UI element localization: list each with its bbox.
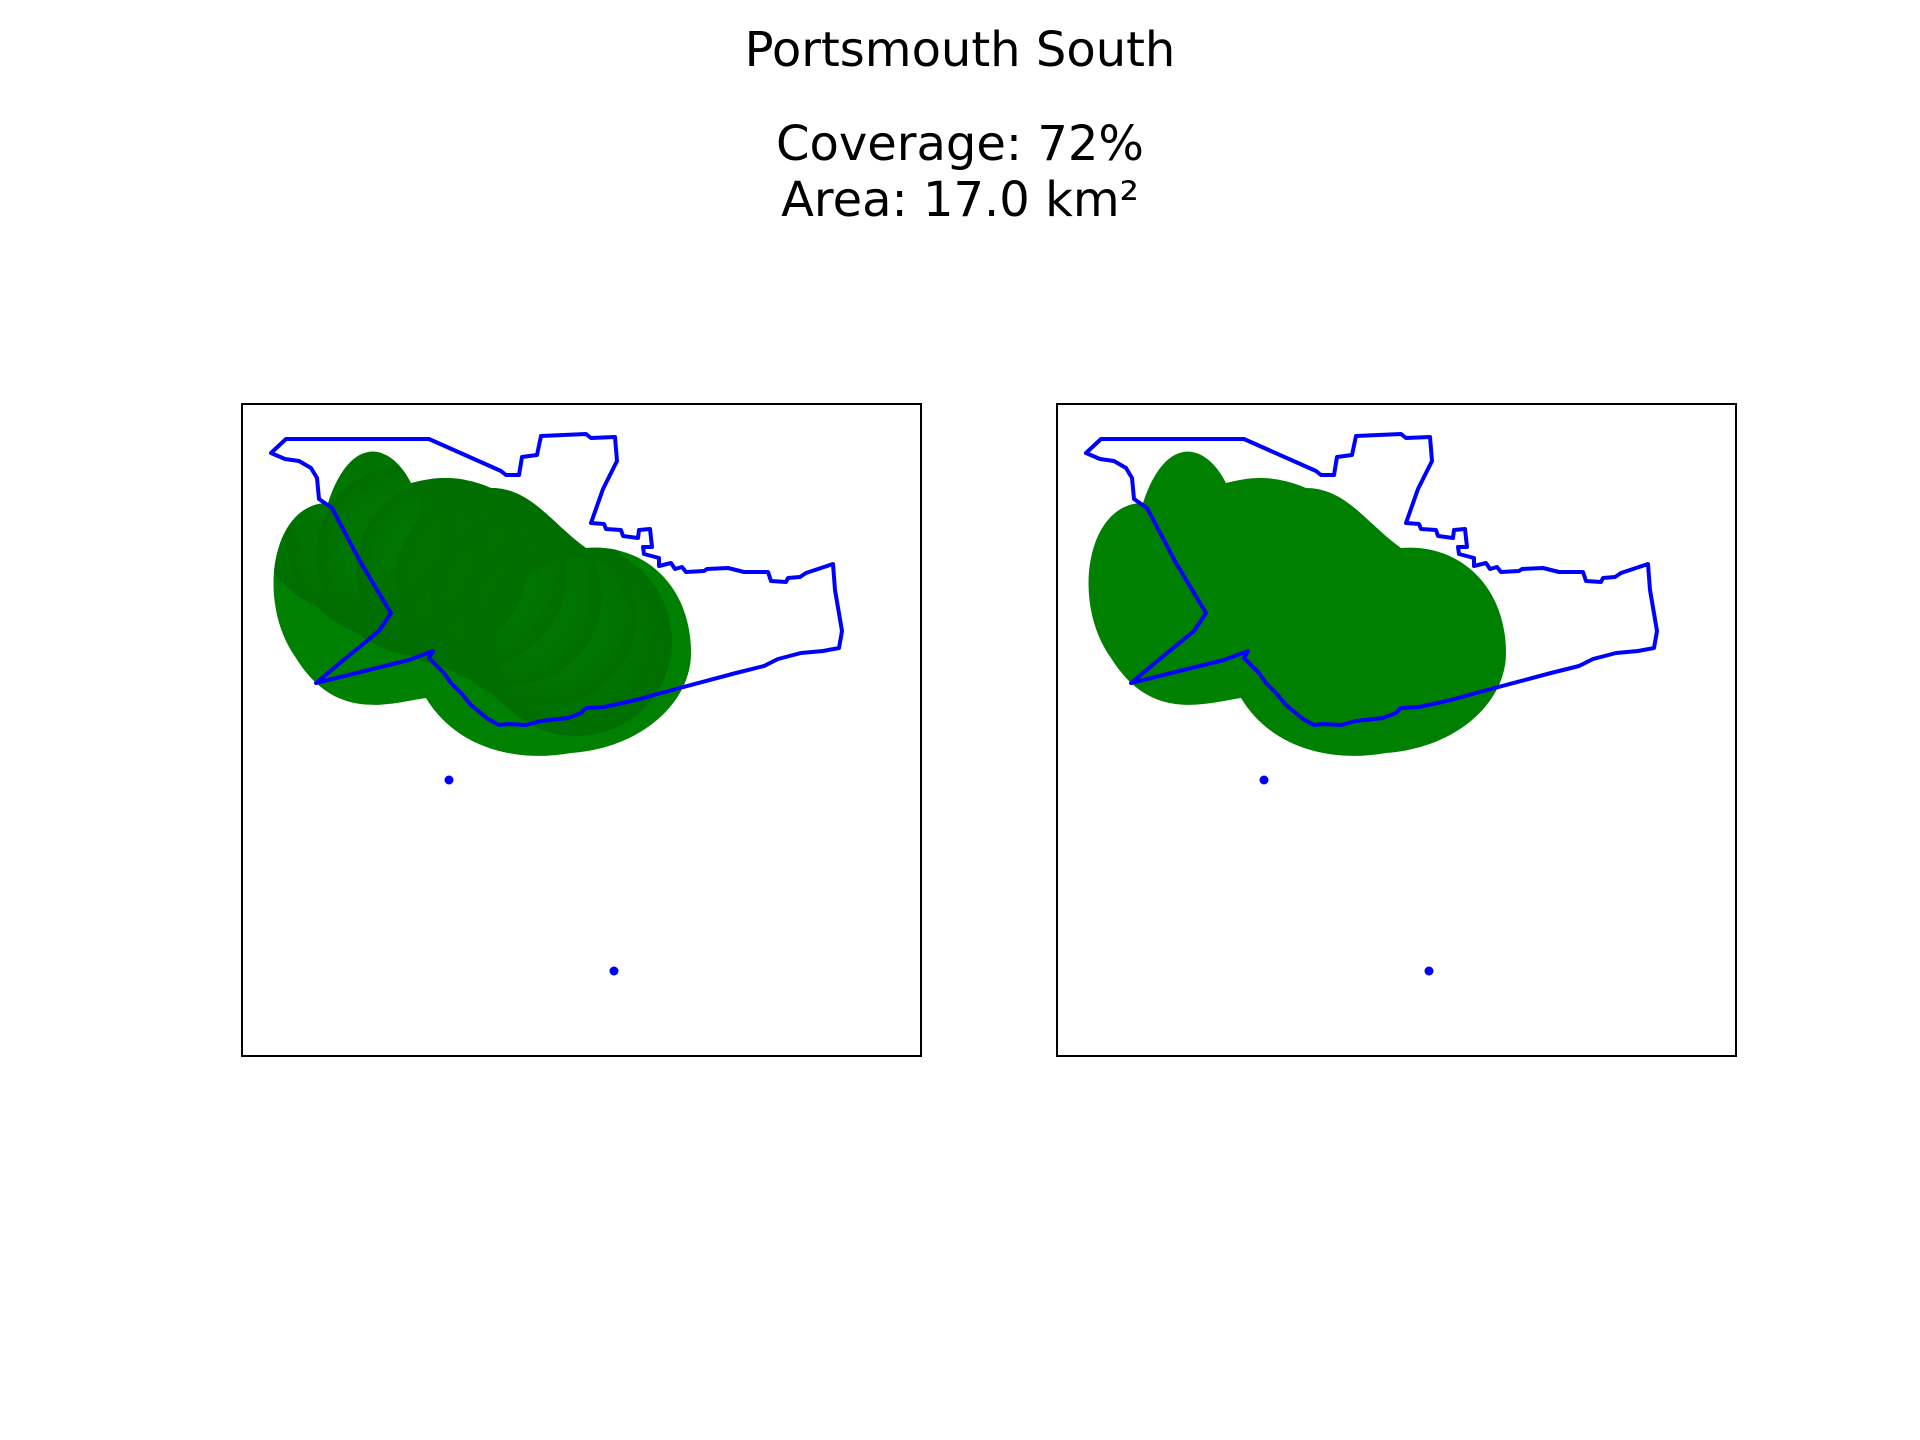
boundary-point <box>609 966 618 975</box>
map-panel-left <box>241 403 922 1057</box>
coverage-circle <box>494 556 667 729</box>
coverage-circle <box>491 554 668 731</box>
map-panel-right <box>1056 403 1737 1057</box>
map-left-svg <box>268 431 844 975</box>
coverage-circle <box>493 555 667 729</box>
map-title: Portsmouth South <box>744 22 1176 78</box>
map-right-svg <box>1083 431 1659 975</box>
coverage-circle <box>489 552 669 732</box>
boundary-point <box>1424 966 1433 975</box>
boundary-point <box>444 775 453 784</box>
constituency-boundary <box>1083 431 1659 727</box>
coverage-circle-outlines <box>273 451 672 736</box>
area-label: Area: 17.0 km² <box>781 172 1139 228</box>
coverage-area <box>1088 451 1506 756</box>
coverage-label: Coverage: 72% <box>775 116 1145 172</box>
boundary-point <box>1259 775 1268 784</box>
constituency-boundary <box>268 431 844 727</box>
